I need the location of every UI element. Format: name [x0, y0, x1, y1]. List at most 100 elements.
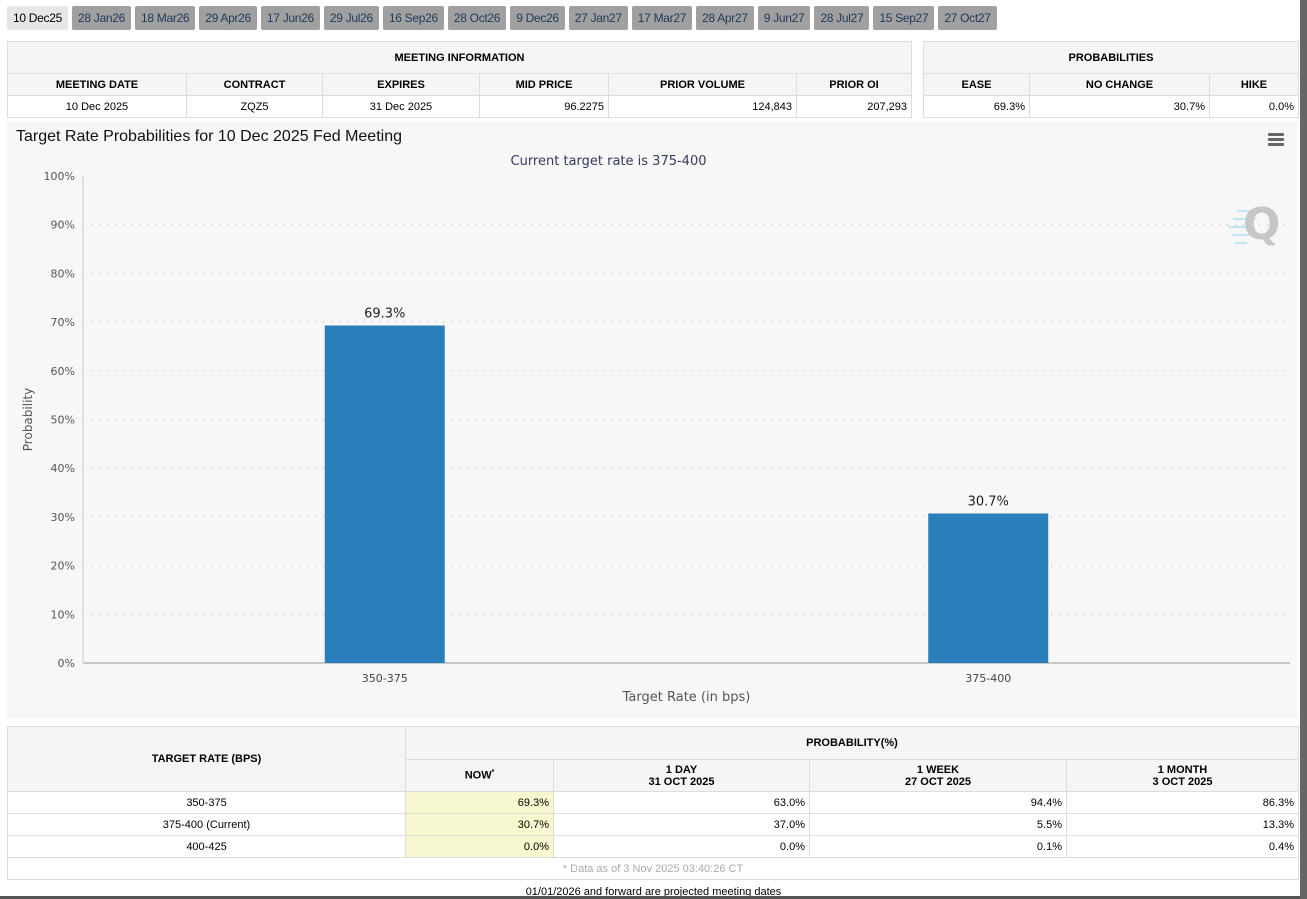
tab-meeting[interactable]: 29 Apr26	[199, 6, 257, 30]
col-date: 27 OCT 2025	[904, 775, 972, 788]
y-tick-label: 60%	[51, 365, 75, 378]
col-prob-2: 1 WEEK 27 OCT 2025	[809, 759, 1067, 792]
tab-meeting[interactable]: 18 Mar26	[134, 6, 196, 30]
col-mid-price: MID PRICE	[479, 73, 609, 96]
mid-price: 96.2275	[479, 95, 609, 118]
table-row: 350-375 69.3% 63.0% 94.4% 86.3%	[7, 791, 1299, 814]
col-prob-3: 1 MONTH 3 OCT 2025	[1066, 759, 1299, 792]
bar-chart: Q Current target rate is 375-400 0% 10% 20%…	[21, 154, 1290, 705]
col-meeting-date: MEETING DATE	[7, 73, 187, 96]
probability-header: PROBABILITY(%)	[405, 726, 1299, 760]
y-tick-label: 20%	[51, 560, 75, 573]
probability-cell: 30.7%	[405, 813, 554, 836]
y-tick-label: 100%	[44, 170, 75, 183]
probability-cell: 0.4%	[1066, 835, 1299, 858]
col-label: 1 DAY	[665, 763, 698, 776]
col-label: 1 WEEK	[916, 763, 960, 776]
tab-meeting[interactable]: 17 Mar27	[631, 6, 693, 30]
probability-cell: 0.0%	[553, 835, 810, 858]
tab-meeting[interactable]: 27 Jan27	[568, 6, 628, 30]
y-tick-label: 40%	[51, 462, 75, 475]
chart-subtitle: Current target rate is 375-400	[511, 154, 707, 169]
probabilities-table: PROBABILITIES EASE NO CHANGE HIKE 69.3% …	[923, 41, 1299, 118]
target-rate: 400-425	[7, 835, 406, 858]
col-prior-oi: PRIOR OI	[796, 73, 912, 96]
probability-cell: 13.3%	[1066, 813, 1299, 836]
prior-volume: 124,843	[608, 95, 797, 118]
x-axis-title: Target Rate (in bps)	[622, 690, 751, 705]
meeting-date: 10 Dec 2025	[7, 95, 187, 118]
data-label: 69.3%	[364, 307, 405, 322]
target-rate: 375-400 (Current)	[7, 813, 406, 836]
col-expires: EXPIRES	[322, 73, 480, 96]
col-label: 1 MONTH	[1157, 763, 1208, 776]
y-tick-label: 90%	[51, 219, 75, 232]
bar-375-400	[928, 513, 1049, 663]
bottom-border	[0, 896, 1307, 899]
projection-note: 01/01/2026 and forward are projected mee…	[525, 886, 782, 898]
y-tick-label: 10%	[51, 608, 75, 621]
tab-meeting[interactable]: 10 Dec25	[7, 6, 68, 30]
chart-panel: Target Rate Probabilities for 10 Dec 202…	[7, 121, 1298, 719]
tab-meeting[interactable]: 9 Dec26	[510, 6, 565, 30]
y-tick-label: 80%	[51, 267, 75, 280]
tab-meeting[interactable]: 28 Oct26	[447, 6, 507, 30]
y-tick-label: 70%	[51, 316, 75, 329]
tab-meeting[interactable]: 28 Apr27	[696, 6, 754, 30]
probability-cell: 5.5%	[809, 813, 1067, 836]
y-axis-title: Probability	[21, 388, 35, 451]
col-date: 3 OCT 2025	[1152, 775, 1213, 788]
y-tick-label: 30%	[51, 511, 75, 524]
table-row: 375-400 (Current) 30.7% 37.0% 5.5% 13.3%	[7, 813, 1299, 836]
meeting-tabs: 10 Dec25 28 Jan26 18 Mar26 29 Apr26 17 Jun26…	[7, 6, 997, 30]
probability-cell: 86.3%	[1066, 791, 1299, 814]
now-asterisk: *	[491, 769, 495, 777]
probability-cell: 94.4%	[809, 791, 1067, 814]
col-prob-0: NOW*	[405, 759, 554, 792]
y-tick-label: 0%	[58, 657, 75, 670]
contract: ZQZ5	[186, 95, 323, 118]
probability-cell: 63.0%	[553, 791, 810, 814]
col-prior-volume: PRIOR VOLUME	[608, 73, 797, 96]
probability-cell: 37.0%	[553, 813, 810, 836]
ease-value: 69.3%	[923, 95, 1030, 118]
col-no-change: NO CHANGE	[1029, 73, 1210, 96]
tab-meeting[interactable]: 16 Sep26	[382, 6, 444, 30]
watermark-q-logo: Q	[1229, 199, 1280, 250]
chart-title: Target Rate Probabilities for 10 Dec 202…	[16, 128, 402, 145]
probabilities-title: PROBABILITIES	[923, 41, 1299, 74]
hike-value: 0.0%	[1209, 95, 1299, 118]
col-contract: CONTRACT	[186, 73, 323, 96]
data-timestamp: * Data as of 3 Nov 2025 03:40:26 CT	[7, 857, 1299, 880]
no-change-value: 30.7%	[1029, 95, 1210, 118]
scrollbar[interactable]	[1300, 0, 1307, 899]
col-prob-1: 1 DAY 31 OCT 2025	[553, 759, 810, 792]
tab-meeting[interactable]: 17 Jun26	[260, 6, 320, 30]
tab-meeting[interactable]: 9 Jun27	[757, 6, 811, 30]
expires: 31 Dec 2025	[322, 95, 480, 118]
bar-350-375	[324, 325, 445, 663]
probability-cell: 69.3%	[405, 791, 554, 814]
tab-meeting[interactable]: 15 Sep27	[873, 6, 935, 30]
data-label: 30.7%	[968, 494, 1009, 509]
probability-cell: 0.0%	[405, 835, 554, 858]
col-ease: EASE	[923, 73, 1030, 96]
probability-cell: 0.1%	[809, 835, 1067, 858]
target-rate: 350-375	[7, 791, 406, 814]
meeting-info-title: MEETING INFORMATION	[7, 41, 912, 74]
x-tick-label: 350-375	[362, 672, 408, 685]
tab-meeting[interactable]: 28 Jan26	[71, 6, 131, 30]
col-target-rate: TARGET RATE (BPS)	[7, 726, 406, 792]
prior-oi: 207,293	[796, 95, 912, 118]
y-tick-label: 50%	[51, 414, 75, 427]
col-hike: HIKE	[1209, 73, 1299, 96]
col-now-label: NOW	[464, 769, 492, 782]
meeting-info-table: MEETING INFORMATION MEETING DATE CONTRAC…	[7, 41, 912, 118]
chart-menu-icon[interactable]	[1268, 133, 1284, 148]
col-date: 31 OCT 2025	[648, 775, 715, 788]
tab-meeting[interactable]: 28 Jul27	[814, 6, 870, 30]
tab-meeting[interactable]: 29 Jul26	[323, 6, 379, 30]
tab-meeting[interactable]: 27 Oct27	[938, 6, 997, 30]
svg-text:Q: Q	[1243, 199, 1280, 250]
probability-history-table: TARGET RATE (BPS) PROBABILITY(%) NOW* 1 D…	[7, 726, 1299, 880]
